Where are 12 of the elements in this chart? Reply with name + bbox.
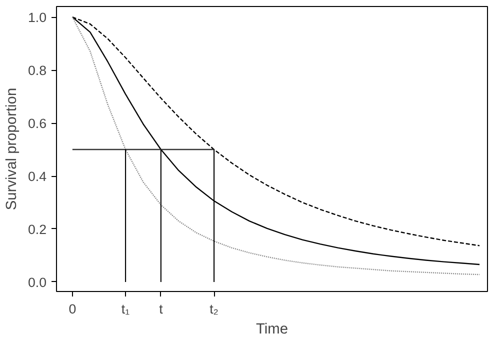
y-tick-label: 1.0 — [28, 10, 47, 26]
y-tick-label: 0.8 — [28, 63, 47, 78]
y-axis-title: Survival proportion — [4, 88, 20, 210]
y-tick-label: 0.4 — [28, 169, 48, 184]
x-axis-title: Time — [256, 322, 288, 338]
x-tick-label: 0 — [68, 302, 76, 316]
y-tick-label: 0.0 — [28, 274, 47, 290]
x-tick-label: t₂ — [210, 302, 218, 316]
y-tick-label: 0.6 — [28, 116, 47, 132]
x-tick-label: t₁ — [121, 302, 130, 316]
y-tick-label: 0.2 — [28, 222, 47, 237]
x-tick-label: t — [159, 302, 164, 316]
